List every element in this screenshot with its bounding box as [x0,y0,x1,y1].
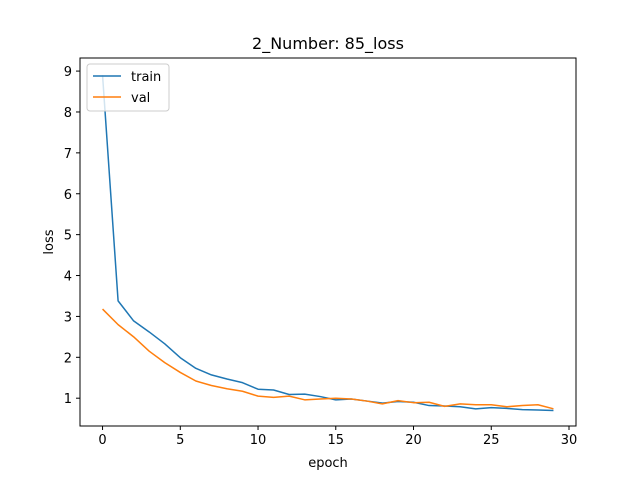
y-tick-label: 4 [64,270,72,285]
x-tick-label: 25 [483,433,500,448]
series-lines [101,75,554,412]
series-line-val [102,308,554,410]
y-tick-label: 5 [64,229,72,244]
axis-ticks: 0 5 10 15 20 25 30 1 2 3 4 5 6 7 8 9 [64,65,578,448]
y-tick-label: 1 [64,392,72,407]
legend: train val [86,63,170,112]
x-tick-label: 20 [405,433,422,448]
y-tick-label: 6 [64,188,72,203]
x-tick-label: 15 [328,433,345,448]
y-tick-label: 3 [64,310,72,325]
axes-frame [79,57,577,427]
x-tick-label: 5 [176,433,184,448]
x-axis-label: epoch [308,456,348,471]
x-tick-label: 30 [561,433,578,448]
chart-title: 2_Number: 85_loss [252,34,404,54]
y-tick-label: 8 [64,106,72,121]
y-tick-label: 9 [64,65,72,80]
x-tick-label: 10 [250,433,267,448]
y-axis-label: loss [42,229,57,254]
legend-label-train: train [131,70,161,85]
x-tick-label: 0 [98,433,106,448]
y-tick-label: 7 [64,147,72,162]
y-tick-label: 2 [64,351,72,366]
legend-label-val: val [131,91,150,106]
